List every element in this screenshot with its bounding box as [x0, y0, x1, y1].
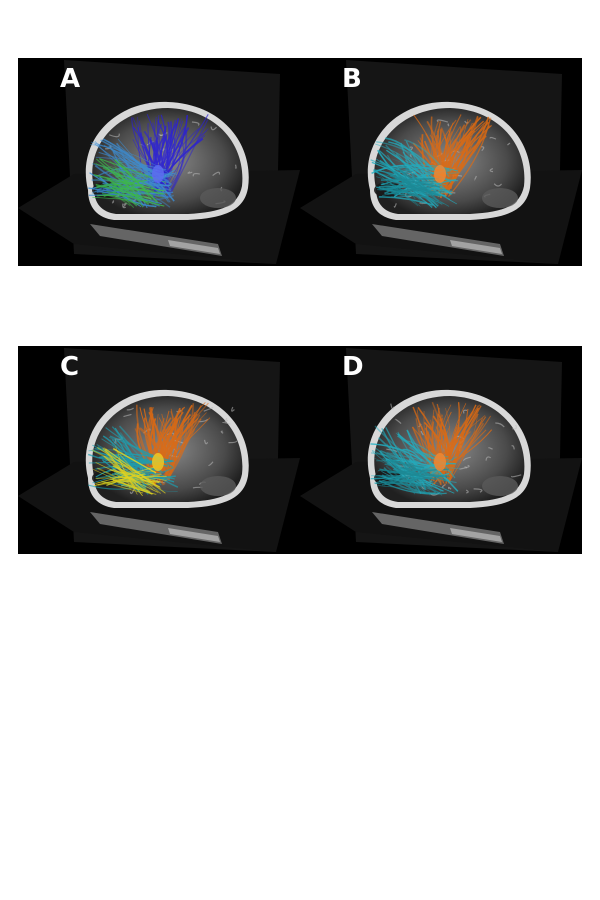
panel-b: B — [300, 58, 582, 266]
figure-row-bottom: C D — [18, 346, 582, 554]
brain-tractography-image — [18, 60, 300, 264]
brain-tractography-image — [18, 348, 300, 552]
panel-label: C — [60, 352, 80, 382]
panel-a: A — [18, 58, 300, 266]
figure-row-top: A B — [18, 58, 582, 266]
panel-label: A — [60, 64, 81, 94]
panel-d: D — [300, 346, 582, 554]
brain-tractography-image — [300, 60, 582, 264]
brain-tractography-image — [300, 348, 582, 552]
panel-label: B — [342, 64, 362, 94]
panel-label: D — [342, 352, 364, 382]
panel-c: C — [18, 346, 300, 554]
